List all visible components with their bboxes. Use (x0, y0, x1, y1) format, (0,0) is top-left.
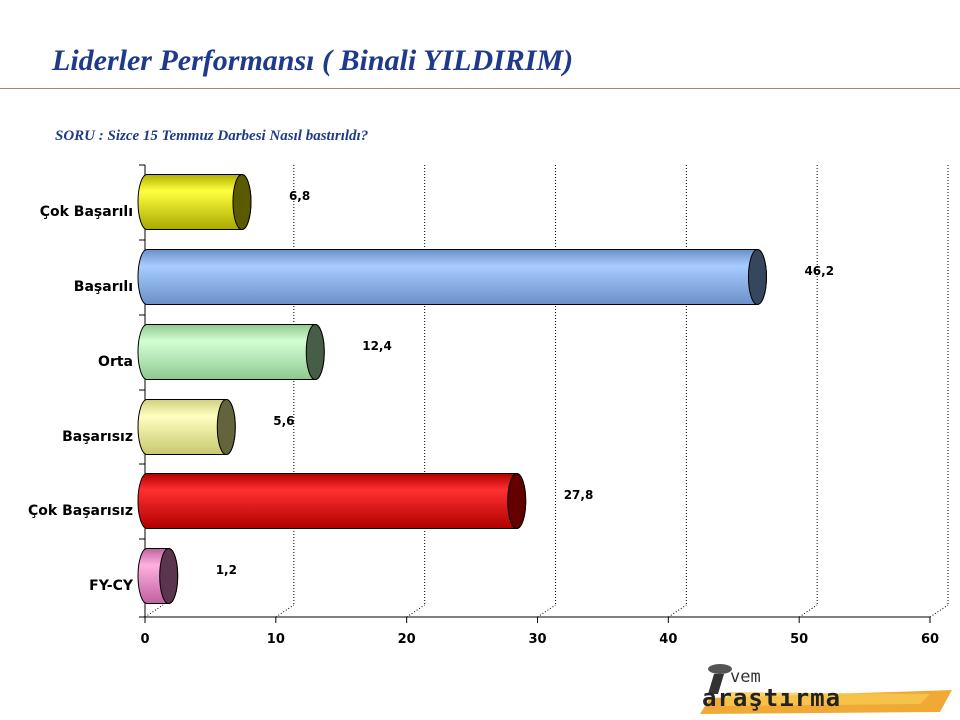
bar (137, 399, 236, 455)
category-label: Çok Başarılı (40, 204, 133, 220)
logo-line1: vem (730, 667, 761, 687)
category-label: Başarısız (62, 429, 133, 445)
floor-diagonal (929, 604, 949, 618)
x-tick-label: 10 (267, 632, 285, 647)
category-label: Başarılı (74, 279, 133, 295)
bar (137, 249, 767, 305)
category-label: Çok Başarısız (28, 503, 133, 519)
data-label: 27,8 (564, 488, 594, 502)
data-label: 1,2 (216, 563, 237, 577)
floor-diagonal (275, 604, 295, 618)
data-label: 12,4 (362, 339, 392, 353)
data-label: 46,2 (804, 264, 834, 278)
bar (137, 473, 527, 529)
floor-diagonal (537, 604, 556, 618)
floor-diagonal (406, 604, 425, 618)
page-title: Liderler Performansı ( Binali YILDIRIM) (52, 44, 574, 77)
x-tick-label: 30 (528, 632, 546, 647)
title-divider (0, 88, 960, 89)
logo-brush-highlight (720, 692, 930, 706)
floor-diagonal (144, 604, 164, 618)
x-tick-label: 50 (790, 632, 808, 647)
data-label: 6,8 (289, 189, 310, 203)
x-tick-label: 40 (659, 632, 677, 647)
x-tick-label: 20 (398, 632, 416, 647)
category-label: FY-CY (89, 578, 134, 594)
floor-diagonal (668, 604, 687, 618)
floor-diagonal (798, 604, 818, 618)
x-tick-label: 0 (140, 632, 149, 647)
bar (137, 324, 325, 380)
bar (137, 174, 252, 230)
vem-arastirma-logo: vem araştırma (700, 664, 952, 714)
data-label: 5,6 (273, 414, 294, 428)
i-letter-logo-icon (708, 664, 732, 694)
x-tick-label: 60 (921, 632, 939, 647)
bar (137, 548, 179, 604)
logo-line2: araştırma (702, 684, 841, 712)
survey-question: SORU : Sizce 15 Temmuz Darbesi Nasıl bas… (55, 128, 369, 144)
category-label: Orta (98, 354, 133, 370)
